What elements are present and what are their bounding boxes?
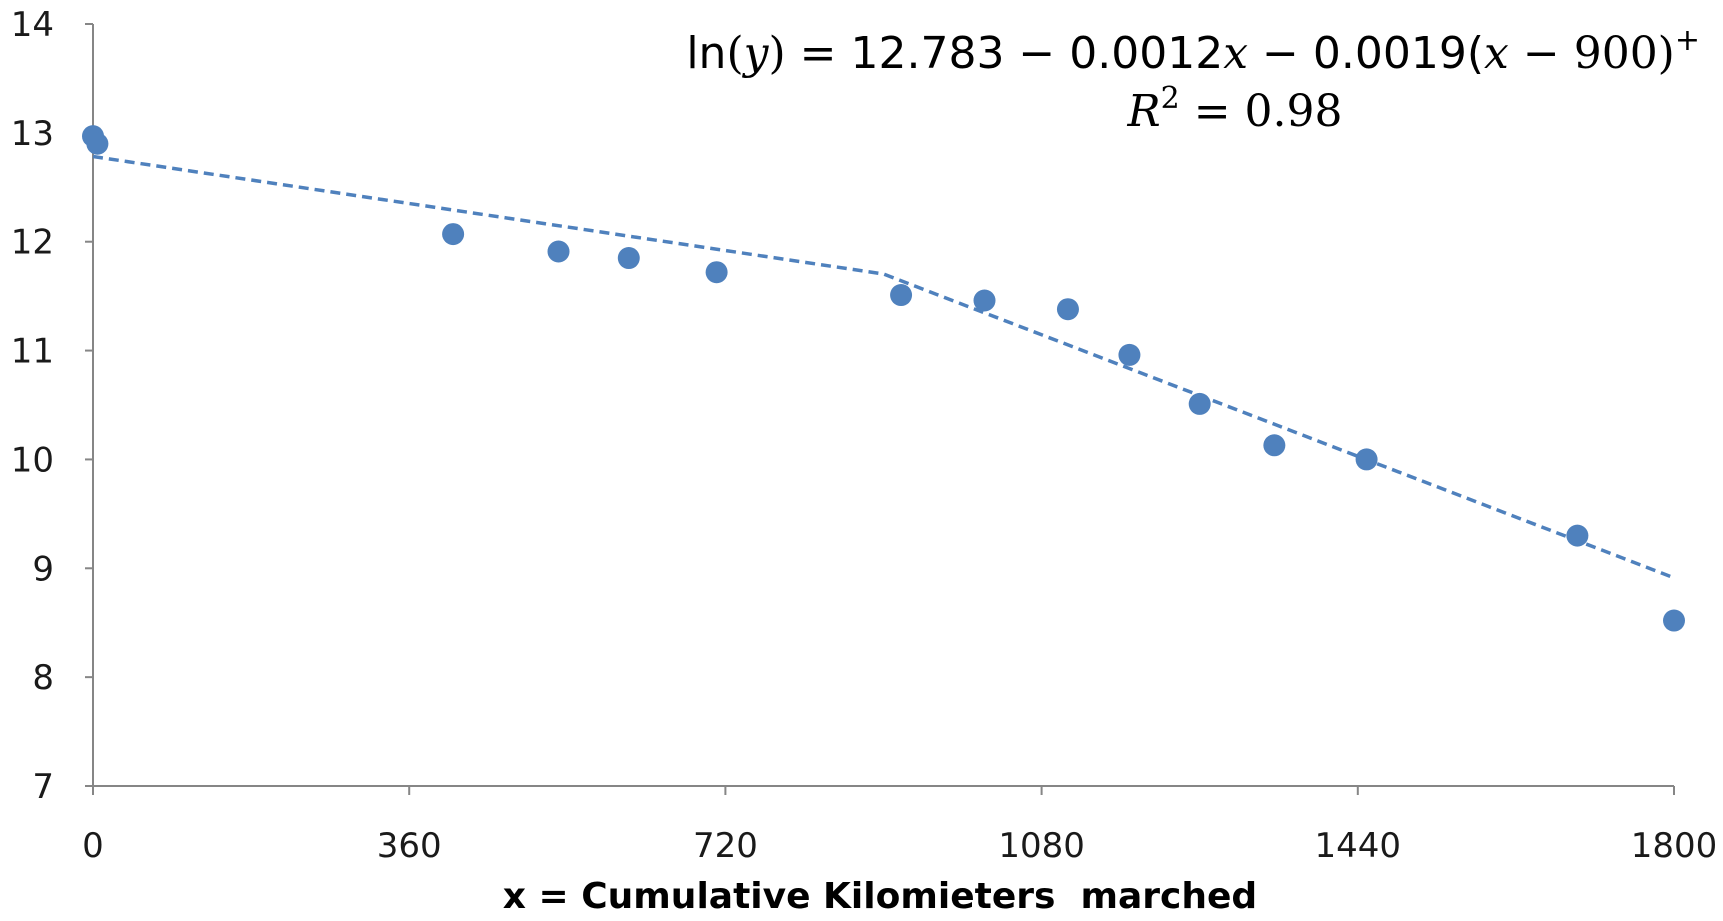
data-point: [973, 289, 996, 312]
equation-ln: ln: [686, 28, 726, 79]
r-squared: R2 = 0.98: [1126, 81, 1342, 137]
equation-y-var: y: [742, 28, 770, 79]
data-point: [890, 284, 913, 307]
r-squared-value: = 0.98: [1180, 86, 1343, 137]
x-tick-label: 1080: [998, 826, 1085, 866]
x-axis-title: x = Cumulative Kilomieters marched: [503, 876, 1257, 917]
data-point: [1056, 298, 1079, 321]
trendline: [92, 154, 1675, 580]
equation-part-1: = 12.783 − 0.0012: [786, 28, 1224, 79]
equation-paren-open: (: [726, 28, 743, 79]
x-tick-label: 1440: [1315, 826, 1402, 866]
equation-part-2: − 0.0019(: [1248, 28, 1484, 79]
equation-superscript: +: [1675, 23, 1700, 58]
x-tick-label: 360: [377, 826, 442, 866]
regression-equation: ln(y) = 12.783 − 0.0012x − 0.0019(x − 90…: [686, 23, 1700, 79]
data-point: [617, 247, 640, 270]
data-point: [1118, 343, 1141, 366]
x-axis-ticks: 0 360 720 1080 1440 1800: [82, 786, 1717, 866]
y-tick-label: 9: [32, 549, 54, 589]
data-point: [1188, 392, 1211, 415]
x-tick-label: 1800: [1631, 826, 1718, 866]
data-point: [1566, 524, 1589, 547]
equation-x-var-1: x: [1223, 28, 1248, 79]
equation-x-var-2: x: [1484, 28, 1509, 79]
y-tick-label: 13: [11, 114, 54, 154]
data-point: [86, 132, 109, 155]
trendline-group: [92, 154, 1675, 580]
y-tick-label: 14: [11, 5, 54, 45]
data-point: [442, 223, 465, 246]
data-points: [82, 125, 1685, 632]
data-point: [1663, 609, 1685, 632]
x-tick-label: 720: [693, 826, 758, 866]
chart-axes: [92, 24, 1674, 787]
equation-paren-close: ): [768, 28, 785, 79]
data-point: [1263, 434, 1286, 457]
y-tick-label: 12: [11, 223, 54, 263]
data-point: [547, 240, 570, 263]
y-tick-label: 10: [11, 440, 54, 480]
r-squared-symbol: R: [1126, 86, 1160, 137]
equation-part-3: − 900): [1509, 28, 1675, 79]
data-point: [705, 261, 728, 284]
y-tick-label: 8: [32, 658, 54, 698]
data-point: [1355, 448, 1378, 471]
y-tick-label: 7: [32, 767, 54, 807]
y-axis-ticks: 7 8 9 10 11 12 13 14: [11, 5, 93, 807]
y-tick-label: 11: [11, 332, 54, 372]
x-tick-label: 0: [82, 826, 104, 866]
r-squared-exponent: 2: [1161, 81, 1180, 116]
